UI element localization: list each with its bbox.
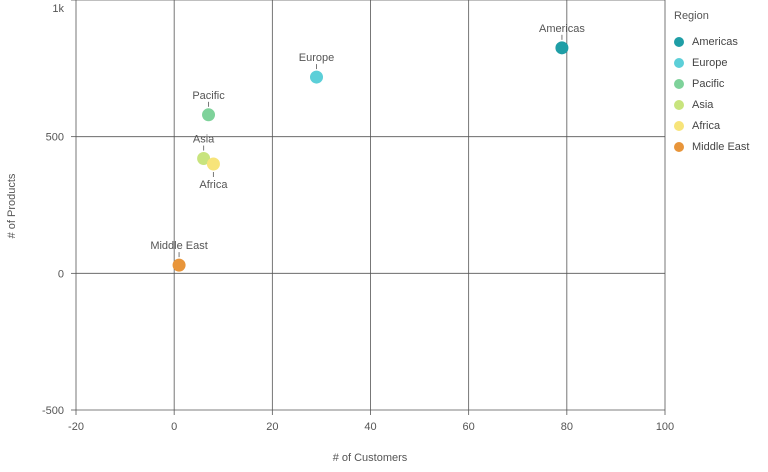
point-asia[interactable] bbox=[197, 152, 211, 166]
legend-label: Africa bbox=[692, 119, 721, 132]
x-tick-label: 0 bbox=[171, 421, 177, 433]
x-tick-label: 100 bbox=[656, 421, 674, 433]
data-points: Americas Europe Pacific Asia Africa Middle Ea… bbox=[150, 23, 585, 272]
point-middle-east[interactable] bbox=[172, 258, 186, 272]
legend-title: Region bbox=[674, 10, 709, 22]
point-label-americas: Americas bbox=[539, 23, 585, 35]
legend-item-asia[interactable]: Asia bbox=[674, 94, 766, 115]
legend-swatch bbox=[674, 36, 684, 47]
x-tick-label: 80 bbox=[561, 421, 573, 433]
point-label-asia: Asia bbox=[193, 134, 215, 146]
point-label-africa: Africa bbox=[199, 179, 228, 191]
legend-swatch bbox=[674, 120, 684, 131]
legend-swatch bbox=[674, 141, 684, 152]
x-tick-label: -20 bbox=[68, 421, 84, 433]
legend-swatch bbox=[674, 57, 684, 68]
legend-items: Americas Europe Pacific Asia Africa Middle Ea… bbox=[674, 31, 766, 157]
legend-item-europe[interactable]: Europe bbox=[674, 52, 766, 73]
legend-swatch bbox=[674, 78, 684, 89]
legend: Region Americas Europe Pacific Asia Africa Mi… bbox=[674, 8, 766, 157]
y-tick-label: 500 bbox=[46, 132, 64, 144]
y-axis-ticks: -500 0 500 1k bbox=[42, 0, 76, 417]
legend-item-middle-east[interactable]: Middle East bbox=[674, 136, 766, 157]
legend-label: Americas bbox=[692, 35, 738, 48]
point-label-middle-east: Middle East bbox=[150, 240, 207, 252]
legend-label: Pacific bbox=[692, 77, 725, 90]
legend-item-americas[interactable]: Americas bbox=[674, 31, 766, 52]
point-africa[interactable] bbox=[206, 157, 220, 171]
legend-label: Asia bbox=[692, 98, 714, 111]
point-label-pacific: Pacific bbox=[192, 90, 225, 102]
y-tick-label: -500 bbox=[42, 405, 64, 417]
point-label-europe: Europe bbox=[299, 52, 334, 64]
y-tick-label: 1k bbox=[52, 3, 64, 15]
legend-item-pacific[interactable]: Pacific bbox=[674, 73, 766, 94]
point-americas[interactable] bbox=[555, 41, 569, 55]
legend-label: Europe bbox=[692, 56, 728, 69]
x-axis-ticks: -20 0 20 40 60 80 100 bbox=[68, 410, 674, 433]
legend-swatch bbox=[674, 99, 684, 110]
point-europe[interactable] bbox=[310, 70, 324, 84]
x-tick-label: 40 bbox=[364, 421, 376, 433]
x-tick-label: 60 bbox=[463, 421, 475, 433]
legend-label: Middle East bbox=[692, 140, 750, 153]
point-pacific[interactable] bbox=[202, 108, 216, 122]
x-tick-label: 20 bbox=[266, 421, 278, 433]
y-axis-title: # of Products bbox=[6, 173, 18, 238]
x-axis-title: # of Customers bbox=[333, 452, 408, 464]
legend-item-africa[interactable]: Africa bbox=[674, 115, 766, 136]
y-tick-label: 0 bbox=[58, 268, 64, 280]
grid bbox=[75, 0, 666, 411]
